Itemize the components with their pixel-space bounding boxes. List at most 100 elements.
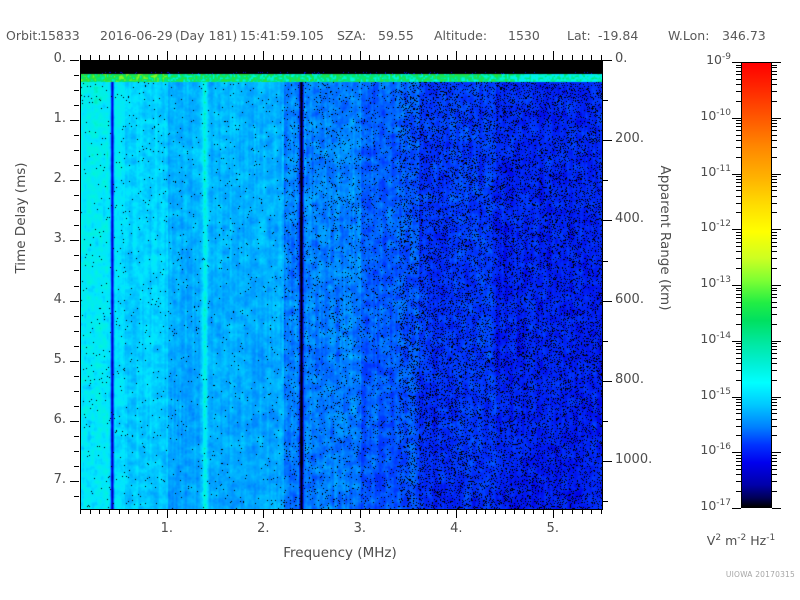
x-axis-tick-label: 5.: [546, 521, 559, 536]
y-axis-right-major-tick: [603, 461, 612, 462]
colorbar-minor-tick-left: [736, 238, 741, 239]
x-axis-minor-tick-top: [505, 55, 506, 60]
x-axis-minor-tick-top: [408, 55, 409, 60]
colorbar-minor-tick-left: [736, 84, 741, 85]
colorbar-minor-tick-left: [736, 74, 741, 75]
x-axis-minor-tick-top: [273, 55, 274, 60]
colorbar-minor-tick-right: [772, 120, 777, 121]
x-axis-minor-tick-top: [524, 55, 525, 60]
colorbar-minor-tick-right: [772, 461, 777, 462]
colorbar-minor-tick-right: [772, 491, 777, 492]
colorbar-tick-label: 10-10: [669, 108, 731, 123]
day-of-year: (Day 181): [175, 28, 238, 43]
colorbar-minor-tick-left: [736, 123, 741, 124]
colorbar-mantissa: 10: [706, 52, 723, 68]
colorbar-major-tick-left: [732, 174, 741, 175]
x-axis-minor-tick: [196, 509, 197, 514]
x-axis-minor-tick-top: [186, 55, 187, 60]
x-axis-minor-tick: [591, 509, 592, 514]
y-axis-left-minor-tick: [74, 376, 79, 377]
colorbar-major-tick-left: [732, 341, 741, 342]
x-axis-minor-tick: [495, 509, 496, 514]
colorbar-major-tick-right: [772, 285, 781, 286]
time-value: 15:41:59.105: [240, 28, 324, 43]
colorbar-tick-label: 10-9: [669, 52, 731, 67]
colorbar-minor-tick-left: [736, 399, 741, 400]
x-axis-major-tick: [553, 509, 554, 518]
x-axis-minor-tick-top: [572, 55, 573, 60]
y-axis-right-tick-label: 400.: [615, 211, 644, 227]
colorbar-major-tick-right: [772, 452, 781, 453]
colorbar-minor-tick-right: [772, 101, 777, 102]
y-axis-left-minor-tick: [74, 451, 79, 452]
x-axis-minor-tick-top: [389, 55, 390, 60]
x-axis-minor-tick-top: [591, 55, 592, 60]
colorbar-exponent: -13: [716, 275, 731, 285]
y-axis-left-major-tick: [70, 481, 79, 482]
y-axis-left-minor-tick: [74, 391, 79, 392]
colorbar-minor-tick-left: [736, 176, 741, 177]
y-axis-right-tick-label: 0.: [615, 51, 628, 66]
colorbar-minor-tick-right: [772, 190, 777, 191]
x-axis-minor-tick-top: [90, 55, 91, 60]
colorbar-tick-label: 10-16: [669, 442, 731, 457]
colorbar-mantissa: 10: [700, 107, 717, 123]
colorbar-minor-tick-right: [772, 370, 777, 371]
colorbar-minor-tick-right: [772, 67, 777, 68]
colorbar-minor-tick-right: [772, 268, 777, 269]
lat-value: -19.84: [598, 28, 639, 43]
x-axis-minor-tick: [447, 509, 448, 514]
colorbar-major-tick-left: [732, 285, 741, 286]
x-axis-minor-tick: [148, 509, 149, 514]
colorbar-minor-tick-left: [736, 455, 741, 456]
colorbar-minor-tick-left: [736, 186, 741, 187]
colorbar-minor-tick-left: [736, 288, 741, 289]
unit-volt: V: [706, 533, 716, 549]
x-axis-minor-tick: [350, 509, 351, 514]
colorbar-minor-tick-right: [772, 307, 777, 308]
x-axis-minor-tick: [186, 509, 187, 514]
y-axis-left-tick-label: 5.: [53, 351, 66, 367]
colorbar-minor-tick-right: [772, 409, 777, 410]
x-axis-minor-tick-top: [476, 55, 477, 60]
y-axis-left-minor-tick: [74, 286, 79, 287]
colorbar-minor-tick-left: [736, 469, 741, 470]
y-axis-left-minor-tick: [74, 165, 79, 166]
colorbar-minor-tick-left: [736, 314, 741, 315]
x-axis-minor-tick-top: [99, 55, 100, 60]
x-axis-minor-tick-top: [148, 55, 149, 60]
colorbar-gradient: [741, 62, 772, 508]
y-axis-left-minor-tick: [74, 210, 79, 211]
unit-hertz-exp: -1: [766, 533, 776, 543]
y-axis-right-title: Apparent Range (km): [657, 165, 673, 311]
wlon-value: 346.73: [722, 28, 766, 43]
x-axis-minor-tick: [418, 509, 419, 514]
colorbar-minor-tick-right: [772, 126, 777, 127]
header-metadata: Orbit: 15833 2016-06-29 (Day 181) 15:41:…: [0, 28, 800, 48]
colorbar-minor-tick-right: [772, 324, 777, 325]
x-axis-minor-tick-top: [543, 55, 544, 60]
colorbar-exponent: -9: [722, 52, 731, 62]
colorbar-minor-tick-left: [736, 363, 741, 364]
y-axis-left-tick-label: 1.: [53, 111, 66, 127]
colorbar-minor-tick-right: [772, 212, 777, 213]
x-axis-minor-tick: [379, 509, 380, 514]
colorbar-exponent: -17: [716, 498, 731, 508]
colorbar-mantissa: 10: [700, 163, 717, 179]
x-axis-major-tick: [360, 509, 361, 518]
x-axis-minor-tick: [505, 509, 506, 514]
colorbar-minor-tick-right: [772, 294, 777, 295]
colorbar-minor-tick-left: [736, 474, 741, 475]
colorbar-minor-tick-right: [772, 135, 777, 136]
y-axis-left-major-tick: [70, 60, 79, 61]
colorbar-minor-tick-right: [772, 363, 777, 364]
x-axis-minor-tick-top: [379, 55, 380, 60]
colorbar-major-tick-left: [732, 229, 741, 230]
y-axis-left-major-tick: [70, 361, 79, 362]
colorbar-minor-tick-right: [772, 358, 777, 359]
x-axis-minor-tick: [225, 509, 226, 514]
colorbar-minor-tick-left: [736, 491, 741, 492]
x-axis-minor-tick: [572, 509, 573, 514]
colorbar-minor-tick-left: [736, 196, 741, 197]
x-axis-minor-tick: [273, 509, 274, 514]
